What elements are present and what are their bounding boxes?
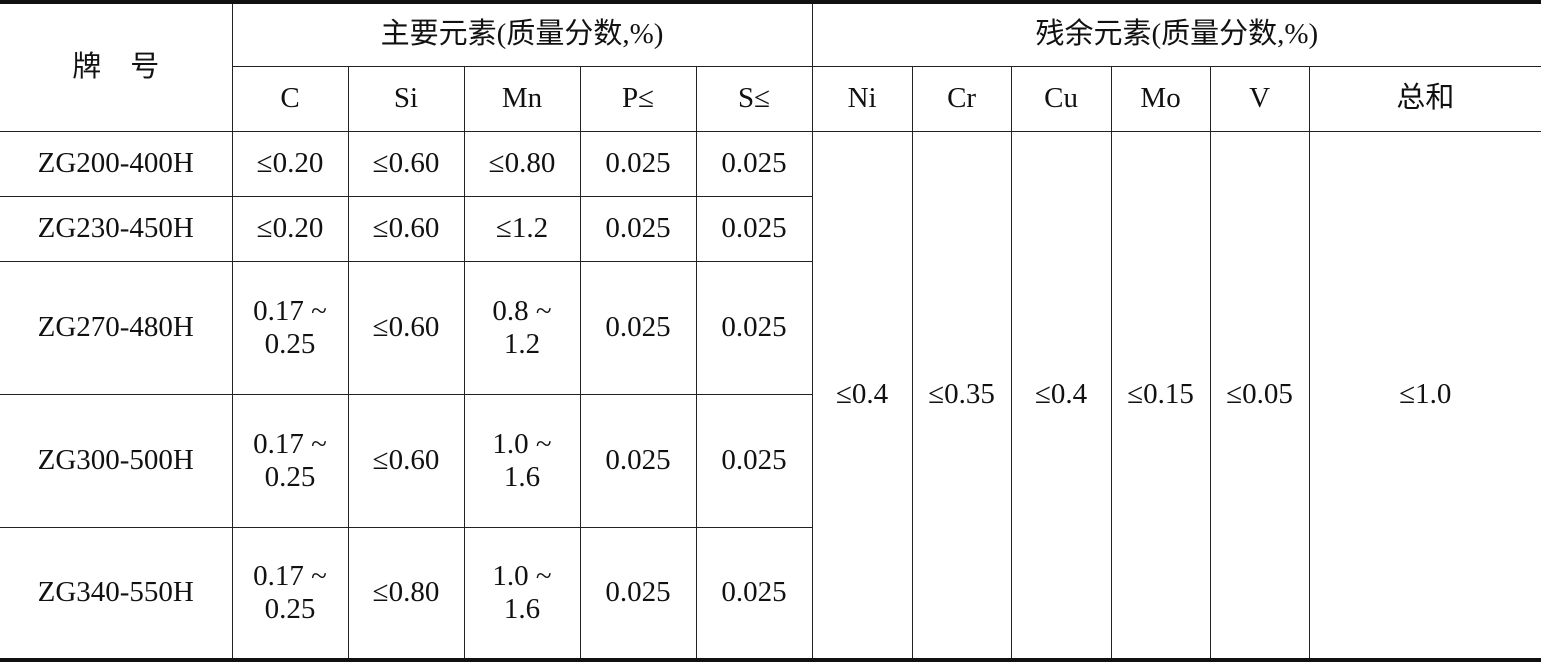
cell-text: ≤0.60: [372, 212, 440, 244]
table-row: ZG270-480H 0.17 ~0.25 ≤0.60 0.8 ~1.2 0.025 0.…: [0, 260, 1541, 395]
main-value-cell: 0.025: [695, 195, 813, 262]
grade-cell: ZG230-450H: [0, 195, 233, 262]
cell-text: 1.0 ~: [492, 559, 552, 592]
main-value-cell: 0.025: [695, 130, 813, 197]
cell-text: 1.0 ~: [492, 427, 552, 460]
cell-text: 0.17 ~: [253, 559, 327, 592]
main-elements-header: 主要元素(质量分数,%): [231, 1, 813, 67]
residual-value-cell: ≤0.05: [1209, 130, 1310, 661]
main-value-cell: ≤0.80: [463, 130, 581, 197]
grade-cell: ZG340-550H: [0, 526, 233, 661]
main-value-cell: 1.0 ~1.6: [463, 393, 581, 528]
cell-text: 0.25: [264, 327, 316, 360]
cell-text: ≤0.60: [372, 444, 440, 476]
cell-text: 0.8 ~: [492, 294, 552, 327]
grade-cell: ZG300-500H: [0, 393, 233, 528]
main-column-header: P≤: [579, 65, 697, 132]
main-value-cell: ≤0.80: [347, 526, 465, 661]
main-value-cell: 0.17 ~0.25: [231, 393, 349, 528]
cell-text: 0.17 ~: [253, 427, 327, 460]
main-value-cell: 0.17 ~0.25: [231, 526, 349, 661]
residual-value-cell: ≤0.4: [811, 130, 913, 661]
residual-column-header: V: [1209, 65, 1310, 132]
main-column-header: Mn: [463, 65, 581, 132]
main-column-header: Si: [347, 65, 465, 132]
main-column-header: C: [232, 65, 349, 132]
main-value-cell: 0.025: [579, 130, 697, 197]
cell-text: ≤0.20: [256, 147, 324, 179]
residual-column-header: Cr: [911, 65, 1012, 132]
main-column-header: S≤: [695, 65, 813, 132]
main-value-cell: 0.025: [579, 526, 697, 661]
grade-cell: ZG270-480H: [0, 260, 233, 395]
residual-elements-header: 残余元素(质量分数,%): [811, 1, 1541, 67]
cell-text: ≤0.80: [488, 147, 556, 179]
grade-cell: ZG200-400H: [0, 130, 233, 197]
main-value-cell: 0.025: [695, 526, 813, 661]
residual-column-header: Cu: [1010, 65, 1112, 132]
grade-header: 牌 号: [0, 1, 233, 132]
table-row: ZG300-500H 0.17 ~0.25 ≤0.60 1.0 ~1.6 0.025 0.…: [0, 393, 1541, 528]
main-value-cell: 1.0 ~1.6: [463, 526, 581, 661]
residual-value-cell: ≤0.15: [1110, 130, 1211, 661]
cell-text: 0.025: [605, 311, 671, 343]
cell-text: ≤0.60: [372, 311, 440, 343]
residual-column-header: Mo: [1110, 65, 1211, 132]
cell-text: 0.025: [605, 576, 671, 609]
cell-text: 0.025: [721, 147, 787, 179]
residual-column-header: 总和: [1308, 65, 1541, 132]
cell-text: 0.025: [721, 576, 787, 609]
table-row: ZG340-550H 0.17 ~0.25 ≤0.80 1.0 ~1.6 0.025 0.…: [0, 526, 1541, 661]
residual-column-header: Ni: [811, 65, 913, 132]
residual-value-cell: ≤0.4: [1010, 130, 1112, 661]
table-row: ZG230-450H ≤0.20 ≤0.60 ≤1.2 0.025 0.025: [0, 195, 1541, 262]
cell-text: 1.6: [503, 592, 541, 625]
main-value-cell: ≤0.60: [347, 195, 465, 262]
cell-text: 0.25: [264, 592, 316, 625]
cell-text: 0.17 ~: [253, 294, 327, 327]
cell-text: ≤1.2: [495, 212, 549, 244]
cell-text: 0.025: [605, 444, 671, 476]
cell-text: 1.6: [503, 460, 541, 493]
cell-text: 0.025: [721, 444, 787, 476]
main-value-cell: 0.17 ~0.25: [231, 260, 349, 395]
main-value-cell: 0.025: [579, 260, 697, 395]
cell-text: 0.025: [721, 212, 787, 244]
cell-text: 0.025: [721, 311, 787, 343]
main-value-cell: 0.025: [579, 195, 697, 262]
cell-text: ≤0.60: [372, 147, 440, 179]
cell-text: ≤0.80: [372, 576, 440, 609]
main-value-cell: 0.8 ~1.2: [463, 260, 581, 395]
table-row: ZG200-400H ≤0.20 ≤0.60 ≤0.80 0.025 0.025 ≤0.4 ≤…: [0, 130, 1541, 661]
main-value-cell: 0.025: [579, 393, 697, 528]
main-value-cell: ≤0.60: [347, 393, 465, 528]
residual-value-cell: ≤1.0: [1308, 130, 1541, 661]
residual-value-cell: ≤0.35: [911, 130, 1012, 661]
cell-text: 1.2: [503, 327, 541, 360]
main-value-cell: ≤0.20: [231, 195, 349, 262]
cell-text: 0.25: [264, 460, 316, 493]
main-value-cell: 0.025: [695, 260, 813, 395]
main-value-cell: ≤1.2: [463, 195, 581, 262]
main-value-cell: ≤0.60: [347, 260, 465, 395]
main-value-cell: 0.025: [695, 393, 813, 528]
main-value-cell: ≤0.60: [347, 130, 465, 197]
main-value-cell: ≤0.20: [231, 130, 349, 197]
cell-text: 0.025: [605, 147, 671, 179]
cell-text: ≤0.20: [256, 212, 324, 244]
cell-text: 0.025: [605, 212, 671, 244]
